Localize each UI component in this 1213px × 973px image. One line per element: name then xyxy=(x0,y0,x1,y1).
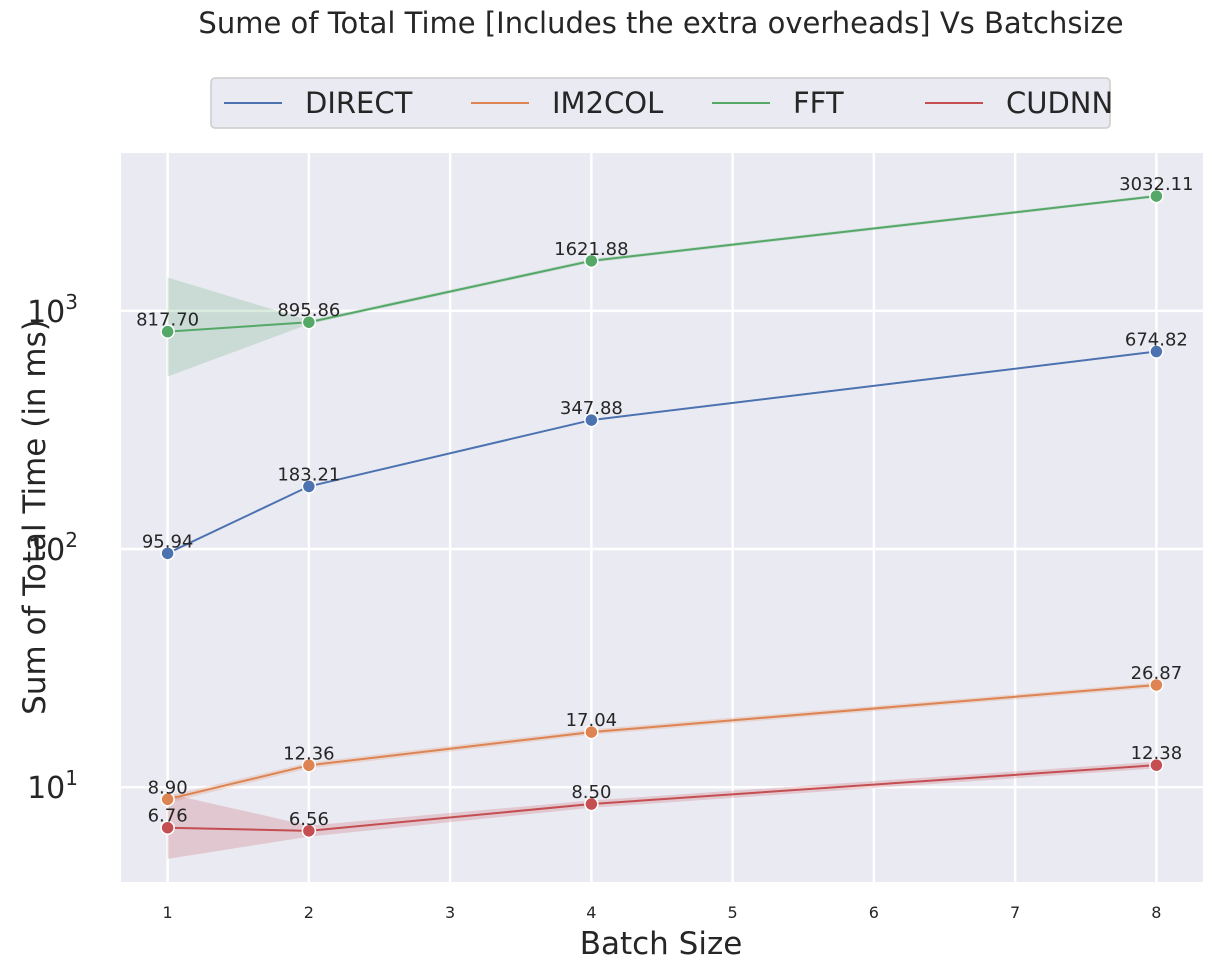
data-label-direct: 95.94 xyxy=(142,531,194,552)
data-point-direct xyxy=(301,479,317,494)
data-point-fft xyxy=(584,253,599,269)
legend-frame xyxy=(210,77,1111,129)
x-axis-label: Batch Size xyxy=(580,926,743,962)
data-point-cudnn xyxy=(301,823,317,839)
data-point-cudnn xyxy=(584,796,599,812)
legend-label-fft: FFT xyxy=(793,86,844,120)
line-layer xyxy=(167,195,1157,832)
x-tick-label: 5 xyxy=(728,903,738,922)
data-point-fft xyxy=(160,324,175,339)
y-tick-label: 103 xyxy=(27,290,78,330)
legend-items: DIRECT IM2COL FFT CUDNN xyxy=(224,86,1113,120)
data-label-im2col: 17.04 xyxy=(566,710,618,731)
data-label-direct: 183.21 xyxy=(277,464,340,485)
data-label-fft: 895.86 xyxy=(277,300,340,321)
data-point-direct xyxy=(1149,344,1164,359)
legend-label-im2col: IM2COL xyxy=(552,86,663,120)
series-line-direct xyxy=(167,350,1157,555)
plot-area xyxy=(121,153,1203,882)
data-label-cudnn: 12.38 xyxy=(1131,743,1183,764)
y-tick-labels: 101 102 103 xyxy=(27,290,78,806)
x-tick-label: 4 xyxy=(586,903,596,922)
chart-title: Sume of Total Time [Includes the extra o… xyxy=(198,6,1123,40)
data-label-cudnn: 8.50 xyxy=(571,782,611,803)
data-point-fft xyxy=(1149,188,1164,204)
data-label-cudnn: 6.76 xyxy=(148,806,188,827)
data-label-cudnn: 6.56 xyxy=(289,809,329,830)
data-point-cudnn xyxy=(160,820,175,835)
data-point-im2col xyxy=(1149,677,1164,693)
data-label-im2col: 12.36 xyxy=(283,743,335,764)
y-tick-label: 101 xyxy=(27,766,78,806)
grid-layer xyxy=(121,153,1203,882)
data-point-im2col xyxy=(301,758,317,773)
data-point-direct xyxy=(584,412,599,428)
data-label-im2col: 8.90 xyxy=(148,777,188,798)
label-layer: 95.94 183.21 347.88 674.82 8.90 12.36 17.04 26.… xyxy=(136,174,1193,830)
data-label-fft: 3032.11 xyxy=(1119,174,1193,195)
data-point-direct xyxy=(160,546,175,561)
x-tick-label: 2 xyxy=(304,903,314,922)
x-tick-label: 1 xyxy=(163,903,173,922)
legend-label-direct: DIRECT xyxy=(305,86,413,120)
data-label-im2col: 26.87 xyxy=(1131,663,1183,684)
point-layer xyxy=(160,188,1164,839)
data-point-im2col xyxy=(584,724,599,740)
legend-label-cudnn: CUDNN xyxy=(1006,86,1113,120)
data-label-direct: 674.82 xyxy=(1125,330,1188,351)
data-label-fft: 817.70 xyxy=(136,310,199,331)
x-tick-label: 8 xyxy=(1151,903,1161,922)
x-tick-label: 3 xyxy=(445,903,455,922)
confidence-band-im2col xyxy=(167,682,1157,803)
data-point-fft xyxy=(301,314,317,330)
data-label-fft: 1621.88 xyxy=(554,239,628,260)
x-tick-label: 7 xyxy=(1010,903,1020,922)
series-line-fft xyxy=(167,195,1157,333)
y-axis-label: Sum of Total Time (in ms) xyxy=(17,319,53,715)
x-tick-label: 6 xyxy=(869,903,879,922)
series-line-im2col xyxy=(167,683,1157,801)
data-point-cudnn xyxy=(1149,757,1164,773)
data-label-direct: 347.88 xyxy=(560,398,623,419)
legend: DIRECT IM2COL FFT CUDNN xyxy=(210,77,1113,129)
series-line-cudnn xyxy=(167,764,1157,832)
x-tick-labels: 1 2 3 4 5 6 7 8 xyxy=(163,903,1162,922)
y-tick-label: 102 xyxy=(27,528,78,568)
data-point-im2col xyxy=(160,792,175,807)
